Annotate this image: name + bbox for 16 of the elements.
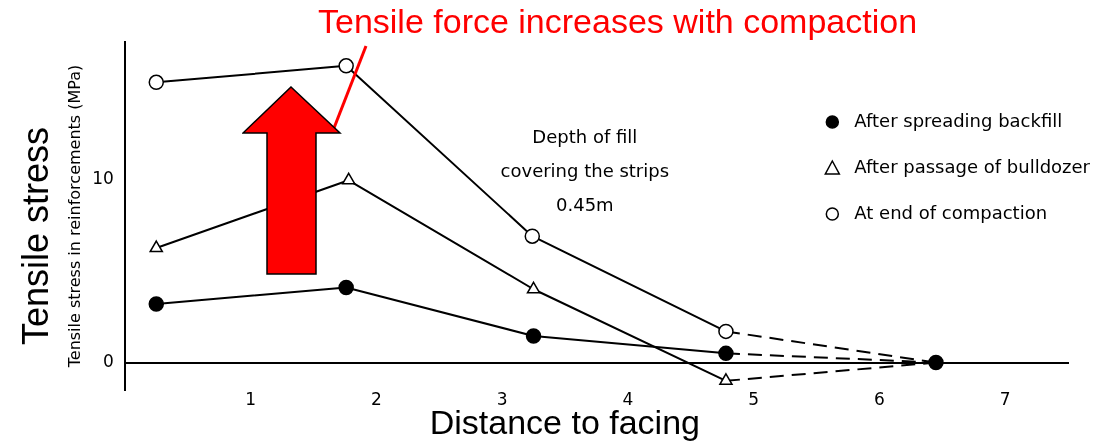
x-tick-label: 4 — [622, 389, 634, 410]
x-tick-label: 1 — [245, 389, 256, 410]
legend-label: After spreading backfill — [854, 109, 1063, 131]
x-tick-label: 5 — [748, 389, 760, 410]
y-tick-label: 10 — [92, 167, 114, 188]
chart-title: Tensile force increases with compaction — [318, 2, 918, 41]
annotation: Depth of fill covering the strips 0.45m — [500, 125, 670, 215]
y-tick-label: 0 — [103, 350, 114, 371]
x-tick-label: 2 — [370, 389, 382, 410]
x-tick-label: 7 — [999, 389, 1011, 410]
x-tick-label: 3 — [496, 389, 508, 410]
y-axis-title: Tensile stress in reinforcements (MPa) — [64, 64, 84, 369]
legend-label: After passage of bulldozer — [854, 155, 1091, 177]
legend-label: At end of compaction — [854, 201, 1048, 223]
x-tick-label: 6 — [873, 389, 885, 410]
text: Tensile stress — [14, 126, 56, 346]
